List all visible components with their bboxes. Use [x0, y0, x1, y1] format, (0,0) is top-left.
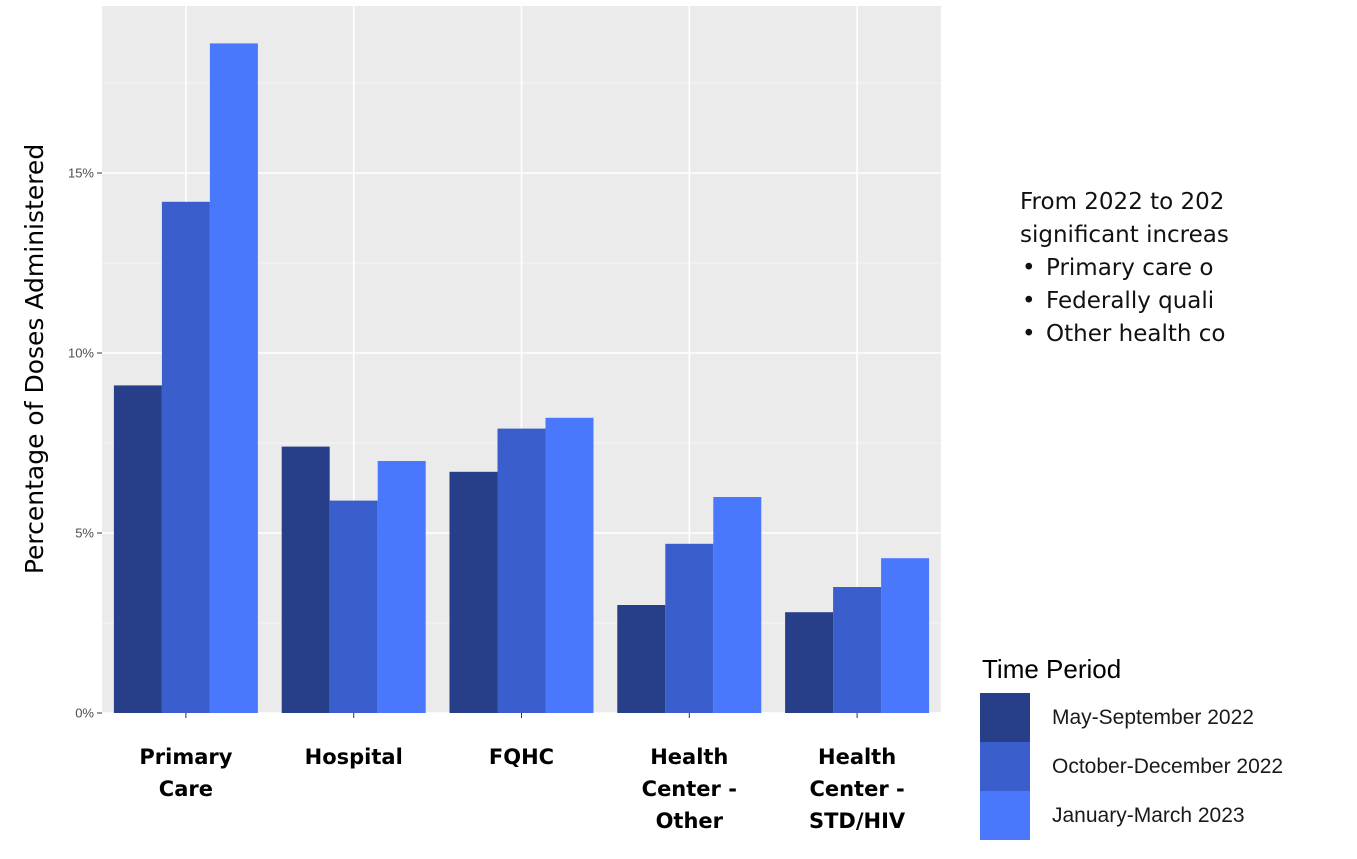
legend: Time Period May-September 2022 October-De…	[980, 654, 1283, 840]
y-tick-label: 5%	[75, 526, 94, 541]
summary-bullets: Primary care oFederally qualiOther healt…	[1020, 252, 1357, 351]
bar	[449, 471, 498, 713]
summary-intro-line: significant increas	[1020, 222, 1229, 248]
x-category-label: Primary	[139, 745, 232, 769]
x-axis-category-labels: Primary Care Hospital FQHC Health Center - Oth…	[139, 713, 906, 833]
summary-note: From 2022 to 202 significant increas Prim…	[1020, 186, 1357, 386]
bar	[329, 500, 378, 713]
bar	[281, 446, 330, 713]
summary-intro-line: From 2022 to 202	[1020, 189, 1225, 215]
legend-swatch	[980, 791, 1030, 840]
bar	[713, 497, 762, 713]
bar	[161, 201, 210, 714]
bar	[377, 461, 426, 713]
bar	[785, 612, 834, 713]
bar	[113, 385, 162, 713]
legend-items: May-September 2022 October-December 2022 J…	[980, 693, 1283, 840]
x-category-label: Hospital	[305, 745, 403, 769]
x-category-label: Health	[818, 745, 896, 769]
legend-label: May-September 2022	[1052, 705, 1254, 729]
legend-label: October-December 2022	[1052, 754, 1284, 778]
legend-item: May-September 2022	[980, 693, 1283, 742]
x-category-label: Other	[656, 809, 724, 833]
x-category-label: STD/HIV	[809, 809, 906, 833]
summary-bullet: Other health co	[1020, 318, 1357, 351]
x-category-label: Center -	[809, 777, 904, 801]
y-tick-label: 10%	[68, 346, 94, 361]
x-category-label: Center -	[642, 777, 737, 801]
y-tick-label: 15%	[68, 166, 94, 181]
y-axis-ticks: 0% 5% 10% 15%	[68, 166, 102, 721]
bar	[209, 43, 258, 713]
summary-bullet: Primary care o	[1020, 252, 1357, 285]
x-category-label: Care	[159, 777, 213, 801]
x-category-label: Health	[650, 745, 728, 769]
summary-bullet: Federally quali	[1020, 285, 1357, 318]
legend-item: October-December 2022	[980, 742, 1283, 791]
x-category-label: FQHC	[489, 745, 554, 769]
bar	[617, 605, 666, 713]
bar	[497, 428, 546, 713]
legend-swatch	[980, 693, 1030, 742]
bar	[545, 417, 594, 713]
legend-label: January-March 2023	[1052, 803, 1245, 827]
y-tick-label: 0%	[75, 706, 94, 721]
bar	[881, 558, 930, 713]
summary-intro: From 2022 to 202 significant increas	[1020, 186, 1357, 252]
bar	[833, 587, 882, 713]
bar	[665, 543, 714, 713]
bars	[113, 43, 930, 714]
y-axis-label: Percentage of Doses Administered	[20, 144, 49, 574]
legend-swatch	[980, 742, 1030, 791]
legend-title: Time Period	[982, 654, 1122, 684]
legend-item: January-March 2023	[980, 791, 1283, 840]
